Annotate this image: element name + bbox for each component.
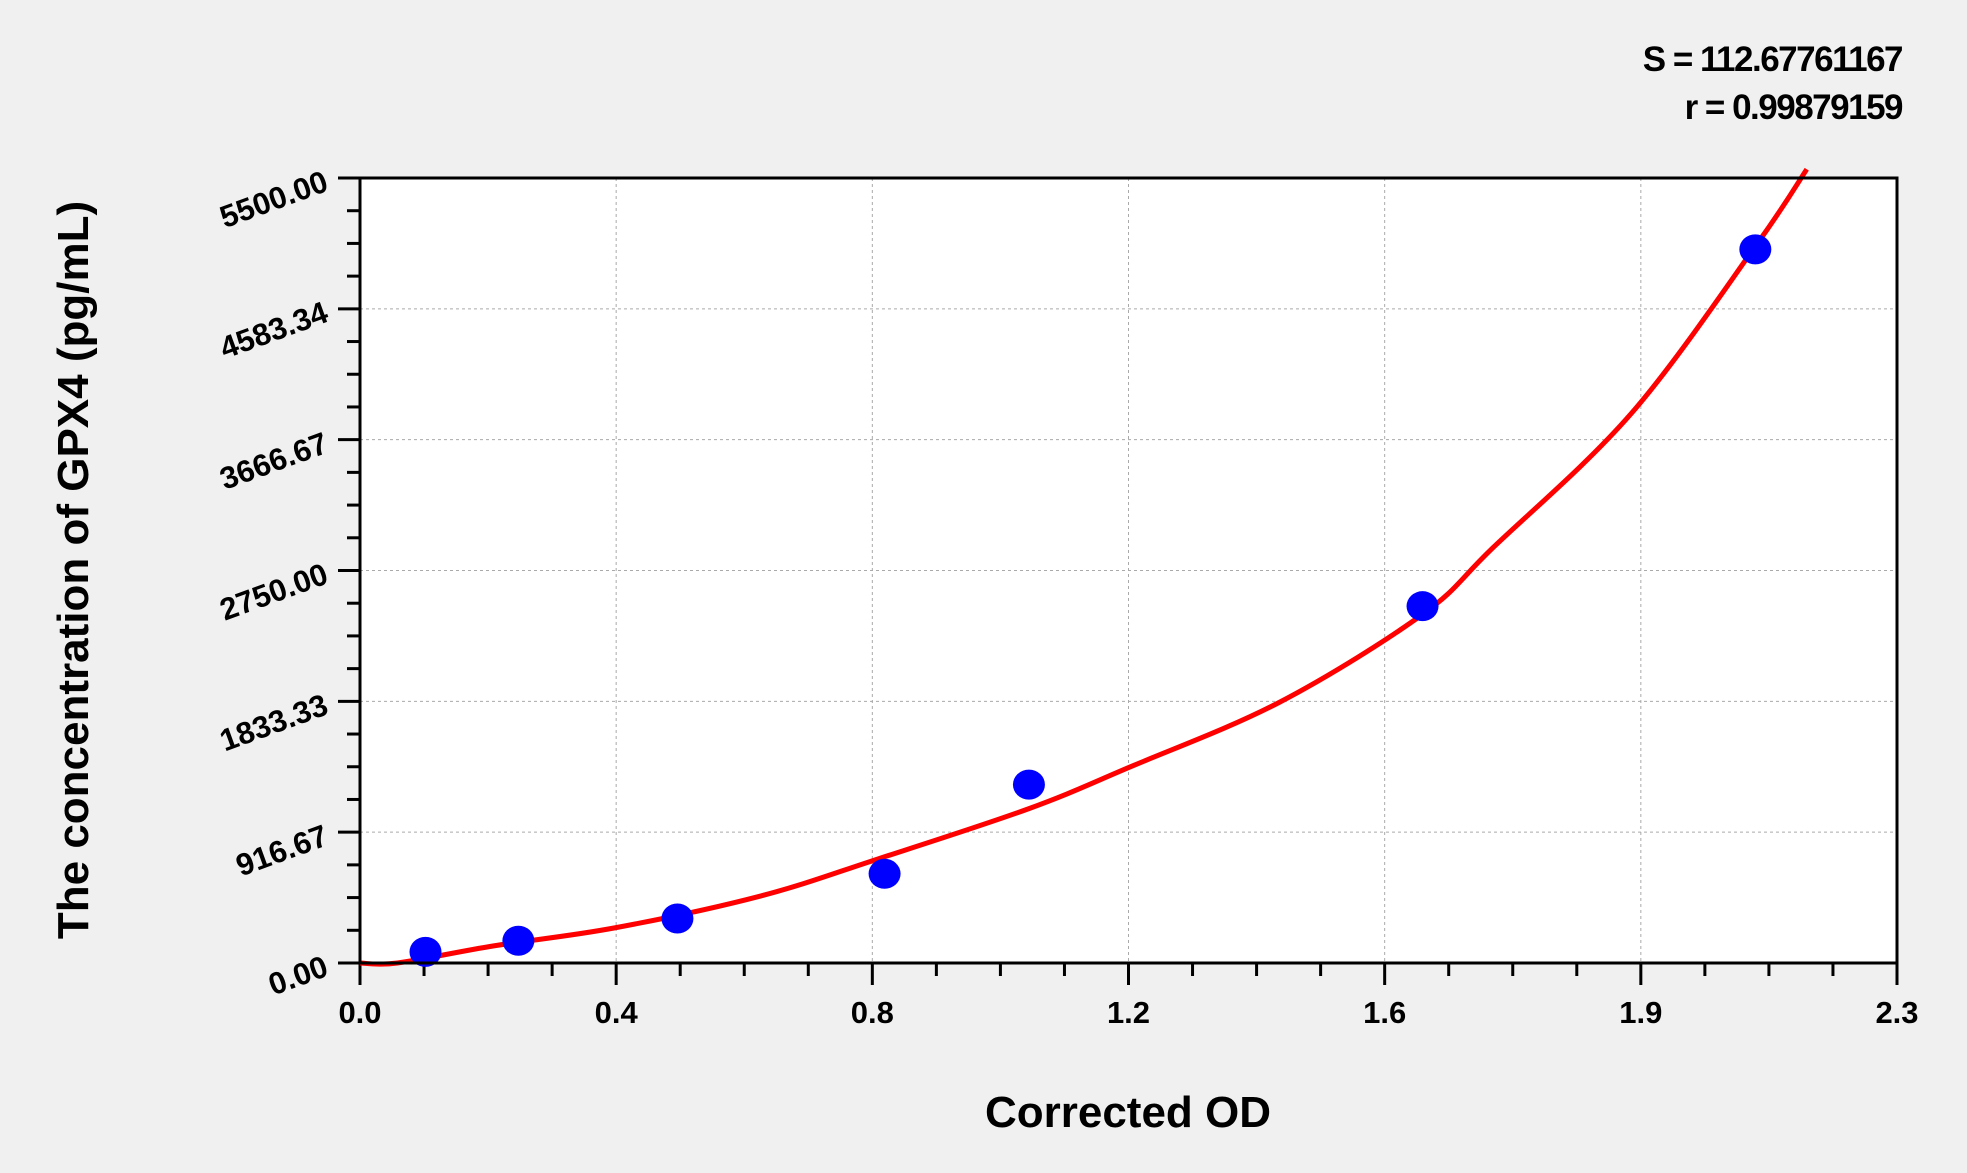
- y-axis-title: The concentration of GPX4 (pg/mL): [49, 201, 98, 939]
- r-statistic: r = 0.99879159: [1684, 88, 1904, 127]
- y-tick-label: 916.67: [231, 818, 332, 883]
- data-point: [502, 925, 535, 956]
- data-point: [661, 903, 694, 934]
- x-tick-label: 1.9: [1619, 995, 1662, 1030]
- x-tick-label: 1.2: [1107, 995, 1150, 1030]
- s-statistic: S = 112.67761167: [1642, 40, 1904, 79]
- x-tick-label: 1.6: [1363, 995, 1406, 1030]
- x-tick-label: 0.4: [595, 995, 639, 1030]
- y-tick-label: 4583.34: [215, 294, 333, 365]
- x-tick-label: 0.8: [851, 995, 894, 1030]
- data-point: [409, 936, 442, 967]
- data-point: [1739, 234, 1772, 265]
- data-point: [868, 858, 901, 889]
- data-point: [1012, 769, 1045, 800]
- fitted-curve: [359, 167, 1809, 967]
- y-tick-label: 5500.00: [215, 164, 332, 235]
- x-tick-label: 0.0: [338, 995, 381, 1030]
- data-point: [1406, 591, 1439, 622]
- y-tick-label: 0.00: [264, 949, 333, 1003]
- y-tick-label: 1833.33: [215, 687, 332, 758]
- x-tick-label: 2.3: [1875, 995, 1918, 1030]
- x-axis-title: Corrected OD: [985, 1088, 1271, 1137]
- plot-frame: [358, 176, 1899, 965]
- y-tick-label: 2750.00: [215, 556, 332, 627]
- y-tick-label: 3666.67: [215, 425, 332, 496]
